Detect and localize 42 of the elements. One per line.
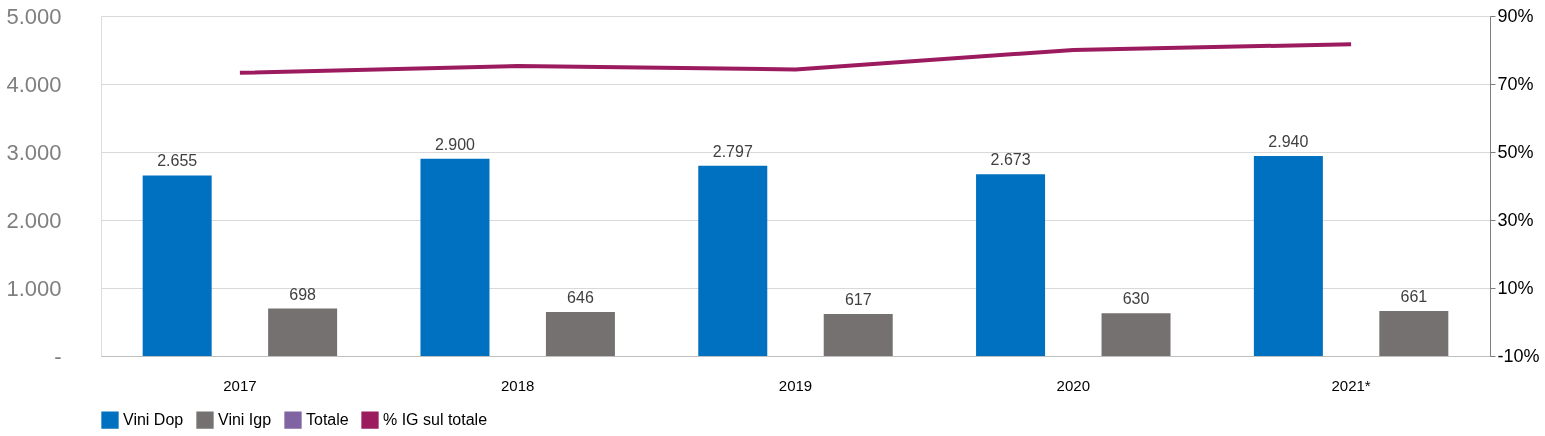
legend-label: % IG sul totale	[383, 411, 488, 429]
y2-tick-label: 90%	[1497, 5, 1534, 26]
y2-tick-label: 30%	[1497, 209, 1534, 230]
y2-tick-label: 50%	[1497, 141, 1534, 162]
y-tick-label: 1.000	[6, 275, 62, 301]
x-tick-label: 2018	[501, 376, 535, 394]
data-label: 2.940	[1268, 133, 1309, 151]
bar	[823, 314, 893, 356]
x-tick-label: 2021*	[1331, 376, 1371, 394]
x-tick-label: 2017	[223, 376, 257, 394]
bar	[698, 165, 768, 356]
y2-tick-label: -10%	[1497, 345, 1540, 366]
y-tick-label: 5.000	[6, 3, 62, 29]
bar	[142, 175, 212, 356]
data-label: 2.673	[990, 151, 1031, 169]
line-series	[237, 42, 1354, 75]
bar	[976, 174, 1046, 356]
y-tick-label: 4.000	[6, 71, 62, 97]
y-tick-label: -	[54, 343, 62, 369]
legend-label: Vini Dop	[123, 411, 184, 429]
bar	[268, 308, 338, 356]
bar	[545, 312, 615, 356]
data-label: 698	[289, 285, 317, 303]
x-tick-label: 2019	[778, 376, 813, 394]
data-label: 646	[567, 289, 594, 307]
legend-label: Totale	[306, 411, 349, 429]
y-tick-label: 3.000	[6, 139, 62, 165]
y2-tick-label: 70%	[1497, 73, 1534, 94]
data-label: 2.797	[712, 142, 753, 160]
bar	[420, 158, 490, 356]
data-label: 2.900	[434, 135, 476, 153]
data-label: 661	[1400, 288, 1428, 306]
data-label: 2.655	[157, 152, 198, 170]
bar	[1253, 156, 1323, 356]
legend-label: Vini Igp	[218, 411, 272, 429]
y-tick-label: 2.000	[6, 207, 62, 233]
data-label: 630	[1122, 290, 1150, 308]
y2-tick-label: 10%	[1497, 277, 1534, 298]
bar	[1379, 311, 1449, 356]
data-label: 617	[844, 291, 872, 309]
x-tick-label: 2020	[1056, 376, 1090, 394]
bar	[1101, 313, 1171, 356]
